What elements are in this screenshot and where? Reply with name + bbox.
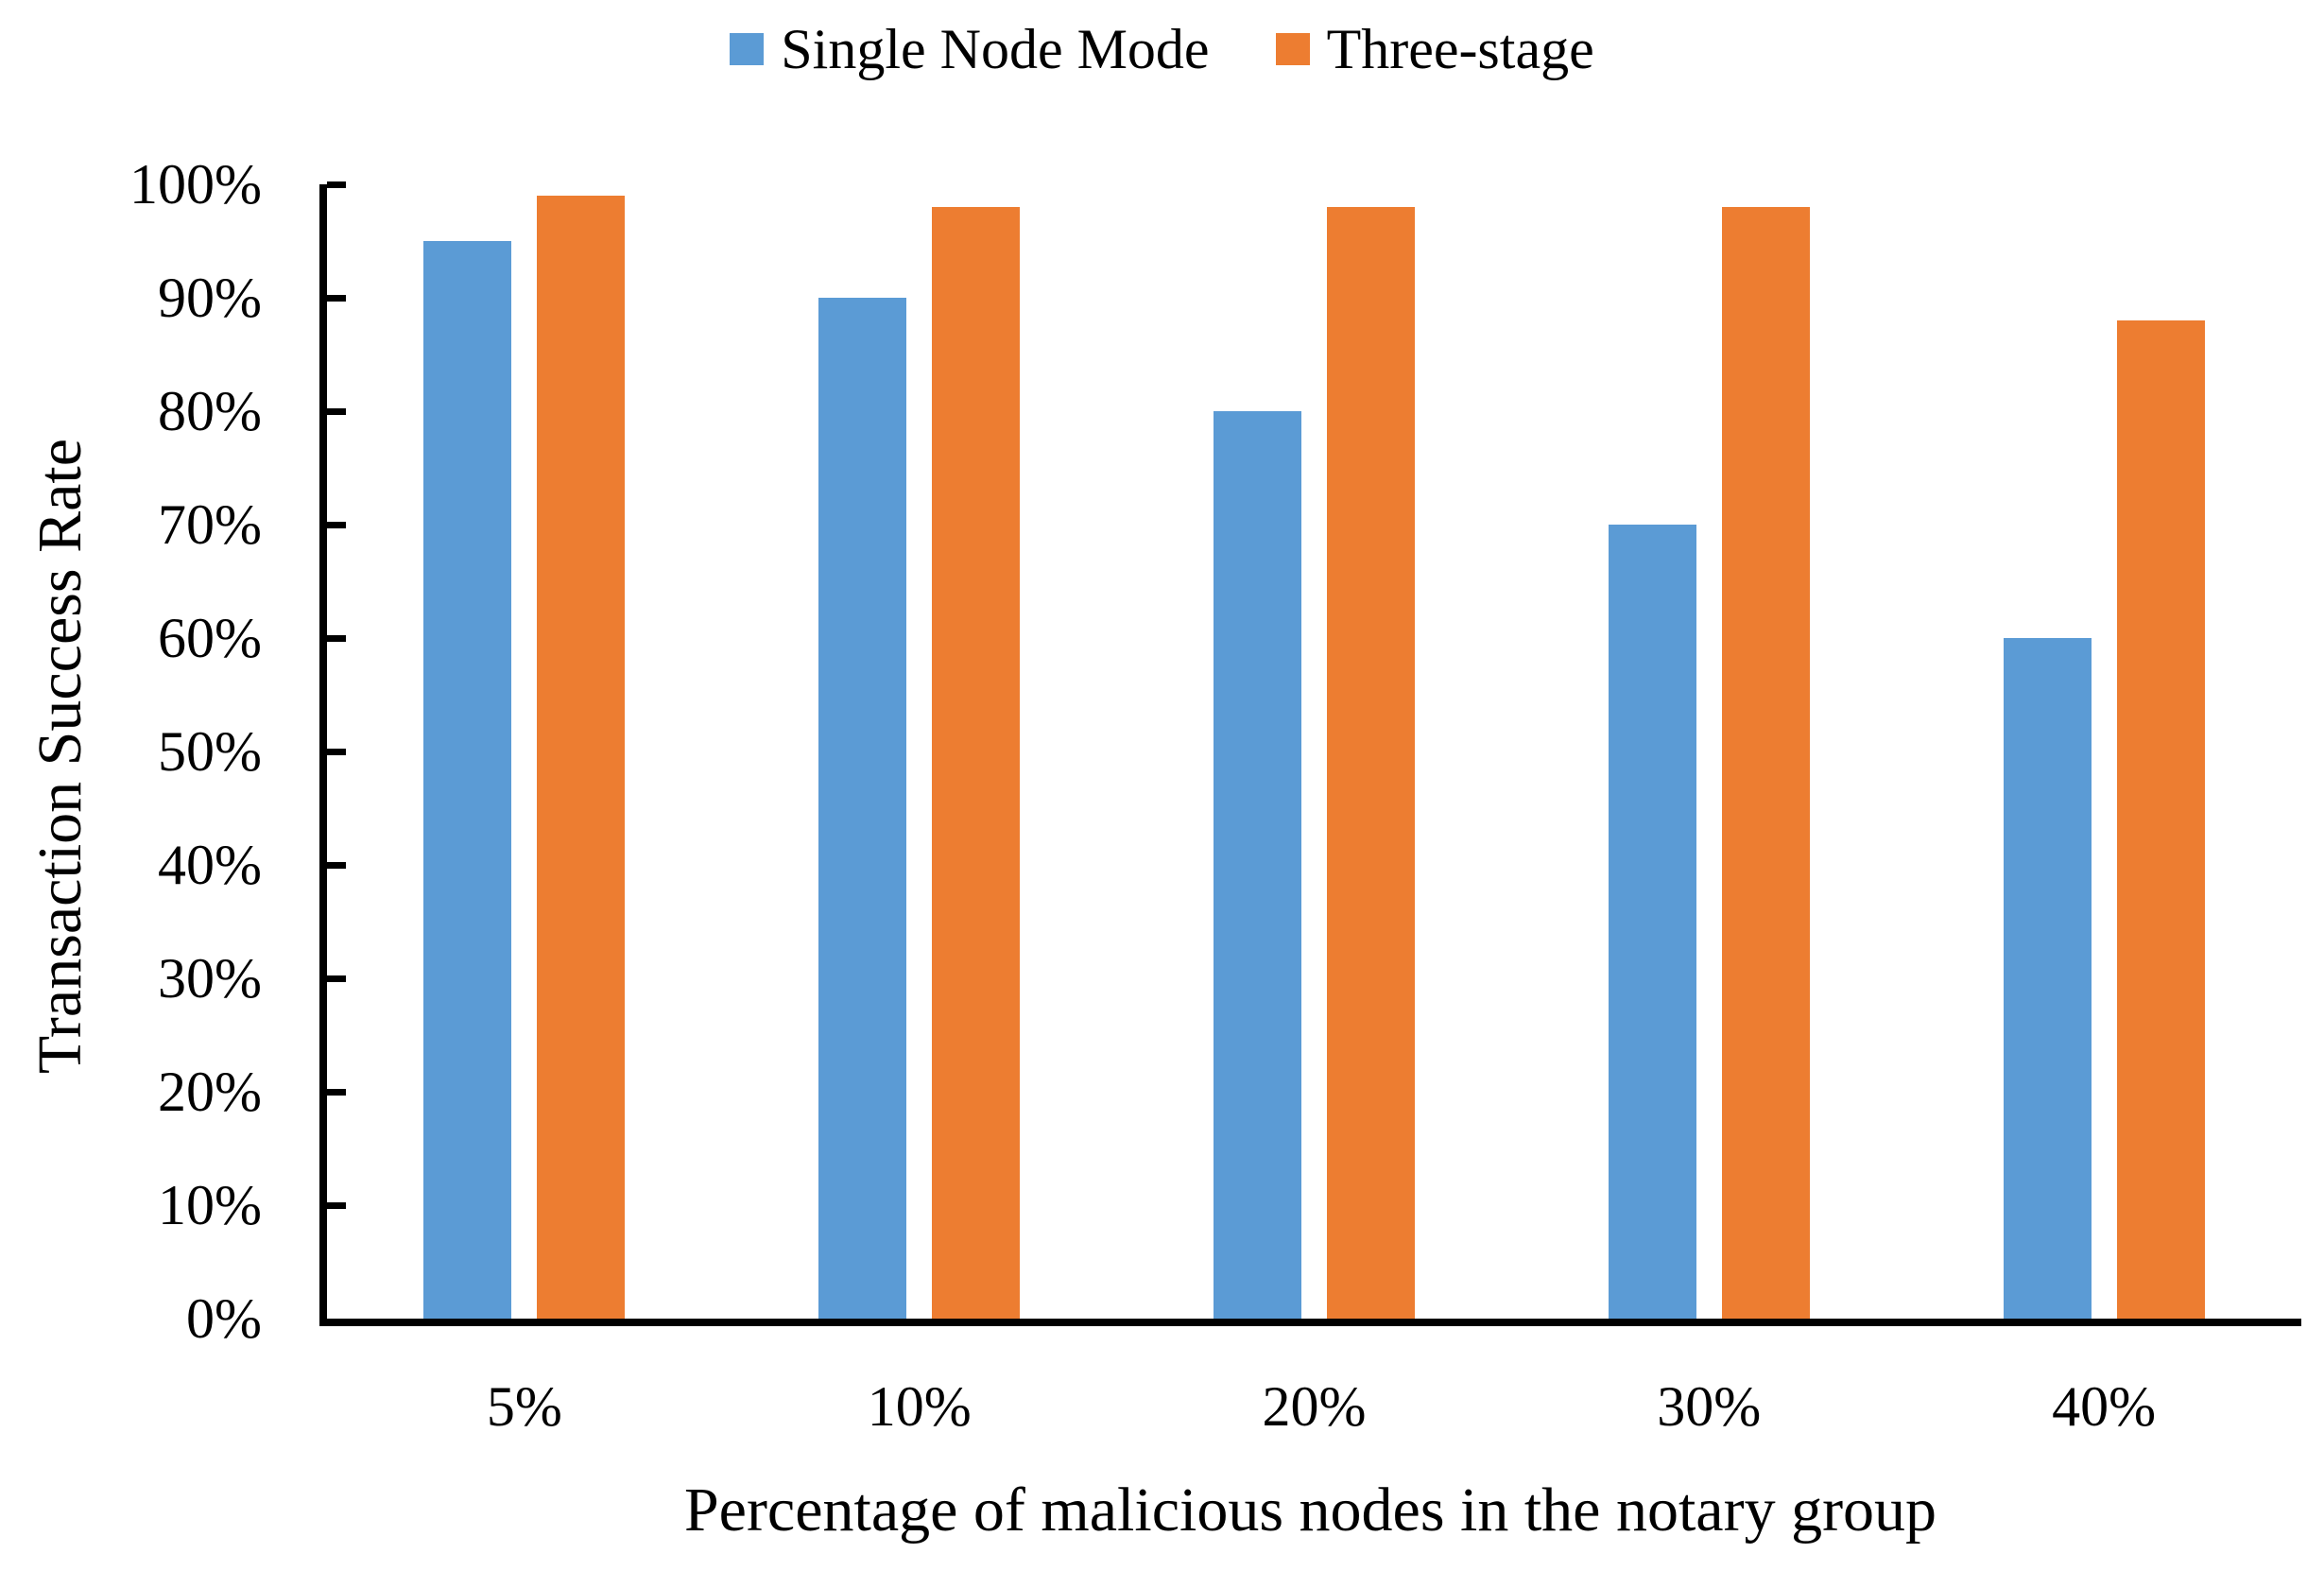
y-tick-mark [327,521,346,528]
y-tick-mark [327,1088,346,1096]
y-tick-mark [327,748,346,755]
x-tick-label: 5% [486,1375,562,1438]
legend-item: Three-stage [1275,13,1594,85]
y-axis-line [319,184,327,1326]
x-tick-label: 20% [1262,1375,1367,1438]
bar-group [327,184,722,1319]
bar-single-node-mode [423,241,512,1319]
x-axis-line [319,1319,2301,1326]
y-tick-mark [327,181,346,188]
x-axis-title: Percentage of malicious nodes in the not… [683,1476,1937,1545]
y-tick-mark [327,975,346,982]
y-tick-label: 20% [158,1061,262,1123]
y-tick-label: 70% [158,493,262,556]
y-tick-mark [327,861,346,869]
y-tick-label: 40% [158,834,262,896]
bar-group [1511,184,1906,1319]
bar-group [1906,184,2301,1319]
y-tick-label: 30% [158,947,262,1010]
legend-item: Single Node Mode [730,13,1210,85]
bar-three-stage [2116,320,2205,1319]
y-axis-labels: 0% 10% 20% 30% 40% 50% 60% 70% 80% 90% 100% [0,156,262,1347]
y-tick-label: 100% [129,153,262,216]
y-tick-label: 80% [158,380,262,442]
legend: Single Node Mode Three-stage [0,13,2324,85]
x-axis-labels: 5% 10% 20% 30% 40% [327,1369,2301,1444]
y-tick-mark [327,294,346,302]
legend-label: Single Node Mode [781,18,1210,80]
bar-three-stage [537,196,626,1319]
y-tick-label: 60% [158,607,262,669]
x-tick-label: 30% [1657,1375,1762,1438]
legend-label: Three-stage [1326,18,1594,80]
bar-three-stage [1721,207,1810,1319]
bar-group [1117,184,1512,1319]
legend-swatch-icon [1275,33,1310,65]
bar-single-node-mode [2003,638,2092,1319]
bar-single-node-mode [1608,525,1696,1319]
bar-groups [327,184,2301,1319]
x-tick-label: 10% [867,1375,972,1438]
y-tick-mark [327,407,346,415]
bar-group [722,184,1117,1319]
y-tick-label: 10% [158,1174,262,1236]
x-tick-label: 40% [2052,1375,2157,1438]
bar-three-stage [932,207,1021,1319]
legend-swatch-icon [730,33,765,65]
y-tick-mark [327,1201,346,1209]
plot-area [327,181,2301,1319]
bar-three-stage [1326,207,1415,1319]
bar-single-node-mode [818,298,907,1319]
y-tick-label: 90% [158,267,262,329]
y-tick-label: 50% [158,720,262,783]
y-tick-mark [327,634,346,642]
bar-single-node-mode [1213,411,1301,1319]
y-tick-label: 0% [186,1287,262,1350]
